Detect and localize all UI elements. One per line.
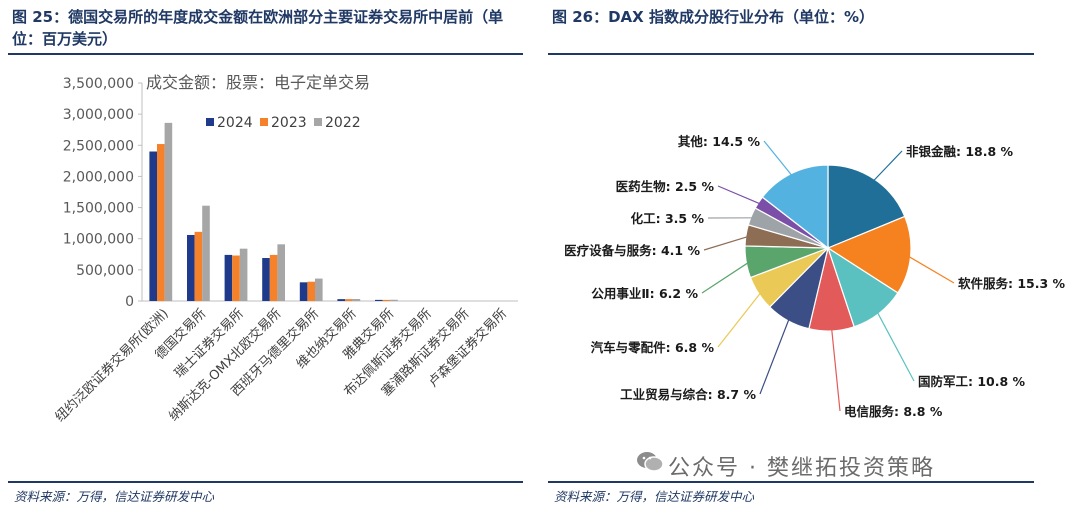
left-source-rule: [8, 481, 523, 483]
bar-2022-3: [277, 244, 285, 301]
bar-2023-5: [345, 299, 353, 301]
bar-2024-1: [187, 234, 195, 301]
pie-label-8: 化工: 3.5 %: [631, 211, 705, 226]
bar-2024-4: [299, 282, 308, 301]
pie-label-6: 公用事业Ⅱ: 6.2 %: [591, 286, 698, 301]
pie-leader-2: [875, 310, 915, 382]
bar-2022-6: [390, 299, 398, 301]
pie-label-10: 其他: 14.5 %: [678, 134, 761, 149]
pie-leader-0: [871, 150, 903, 183]
bar-2023-2: [232, 255, 240, 301]
pie-leader-3: [830, 326, 841, 412]
pie-label-9: 医药生物: 2.5 %: [616, 179, 715, 194]
bar-2024-3: [262, 258, 270, 301]
pie-label-0: 非银金融: 18.8 %: [906, 144, 1014, 159]
pie-label-1: 软件服务: 15.3 %: [958, 276, 1066, 291]
bar-chart: 0 500,000 1,000,000 1,500,000 2,000,000 2,500…: [52, 73, 518, 426]
pie-slice-1: [826, 215, 912, 294]
bar-2022-0: [164, 122, 173, 301]
bar-2024-2: [224, 254, 233, 301]
pie-leader-1: [906, 254, 955, 284]
legend-swatch-2022: [314, 118, 322, 126]
right-figure-panel: 图 26：DAX 指数成分股行业分布（单位：%） 非银金融: 18.8 % 软件服…: [548, 0, 1073, 512]
pie-label-7: 医疗设备与服务: 4.1 %: [564, 243, 700, 258]
bar-2024-5: [337, 299, 345, 301]
pie-leader-4: [759, 316, 791, 395]
legend-label-2022: 2022: [325, 115, 361, 131]
bar-2023-3: [269, 254, 278, 301]
y-tick-label: 3,500,000: [63, 76, 134, 92]
y-tick-label: 2,500,000: [63, 138, 134, 154]
watermark-text: 公众号 · 樊继拓投资策略: [668, 456, 935, 481]
bar-2023-4: [307, 281, 315, 301]
bar-2022-2: [239, 248, 248, 301]
right-source-rule: [548, 481, 1034, 483]
legend-label-2024: 2024: [217, 115, 253, 131]
bar-2023-6: [382, 299, 391, 301]
right-source-note: 资料来源：万得，信达证券研发中心: [554, 489, 755, 504]
left-title-rule: [8, 53, 523, 55]
y-tick-label: 1,500,000: [63, 201, 134, 217]
pie-leader-7: [703, 235, 751, 251]
y-tick-label: 1,000,000: [63, 232, 134, 248]
left-source-note: 资料来源：万得，信达证券研发中心: [14, 489, 215, 504]
legend-swatch-2024: [206, 118, 214, 126]
bar-2022-5: [352, 299, 361, 301]
y-tick-label: 0: [125, 294, 134, 310]
chart-annotation: 成交金额：股票：电子定单交易: [146, 73, 370, 92]
pie-leader-6: [701, 260, 751, 294]
wechat-icon: [637, 452, 664, 472]
bar-2024-0: [149, 151, 157, 301]
pie-chart: 非银金融: 18.8 % 软件服务: 15.3 % 国防军工: 10.8 % 电信服务…: [564, 134, 1066, 419]
right-title-rule: [548, 53, 1034, 55]
pie-leader-10: [763, 140, 794, 178]
pie-label-5: 汽车与零配件: 6.8 %: [591, 340, 715, 355]
pie-slice-0: [827, 164, 906, 249]
pie-leader-9: [717, 185, 763, 206]
pie-slice-10: [761, 164, 829, 250]
y-tick-label: 3,000,000: [63, 107, 134, 123]
pie-label-2: 国防军工: 10.8 %: [918, 374, 1026, 389]
left-figure-title: 图 25：德国交易所的年度成交金额在欧洲部分主要证券交易所中居前（单位：百万美元…: [12, 8, 504, 48]
legend-label-2023: 2023: [271, 115, 307, 131]
bar-2023-0: [157, 144, 165, 301]
right-figure-title: 图 26：DAX 指数成分股行业分布（单位：%）: [552, 8, 874, 26]
pie-label-3: 电信服务: 8.8 %: [844, 404, 943, 419]
pie-label-4: 工业贸易与综合: 8.7 %: [620, 387, 756, 402]
x-category-label: 纽约泛欧证券交易所(欧洲): [52, 306, 172, 426]
left-figure-panel: 图 25：德国交易所的年度成交金额在欧洲部分主要证券交易所中居前（单位：百万美元…: [8, 0, 523, 512]
y-tick-label: 500,000: [76, 263, 134, 279]
bar-2022-1: [202, 205, 210, 301]
legend-swatch-2023: [260, 118, 268, 126]
pie-leader-5: [717, 290, 763, 348]
y-tick-label: 2,000,000: [63, 169, 134, 185]
bar-2023-1: [194, 231, 203, 301]
bar-2022-4: [315, 278, 323, 301]
bar-2024-6: [375, 299, 383, 301]
